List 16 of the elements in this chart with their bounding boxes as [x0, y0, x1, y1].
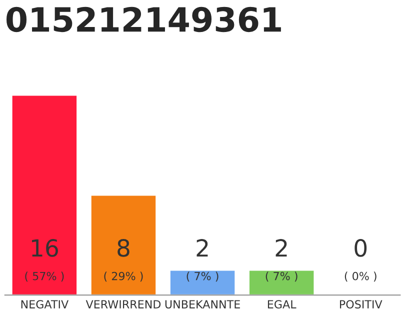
annotation: ( 0% ) — [344, 272, 376, 282]
annotation: ( 29% ) — [104, 272, 143, 282]
annotation: ( 7% ) — [186, 272, 218, 282]
data-label: 16 — [32, 239, 58, 257]
data-label: 0 — [354, 239, 367, 257]
x-tick-label: UNBEKANNTE — [165, 300, 240, 308]
annotation: ( 57% ) — [25, 272, 64, 282]
annotation: ( 7% ) — [266, 272, 298, 282]
x-tick-label: POSITIV — [340, 300, 382, 308]
data-label: 8 — [118, 239, 130, 257]
x-tick-label: VERWIRREND — [86, 300, 161, 308]
x-tick-label: NEGATIV — [21, 300, 69, 308]
data-label: 2 — [196, 239, 208, 257]
x-tick-label: EGAL — [268, 300, 296, 308]
data-label: 2 — [276, 239, 287, 257]
chart-title: 015212149361 — [6, 6, 281, 32]
